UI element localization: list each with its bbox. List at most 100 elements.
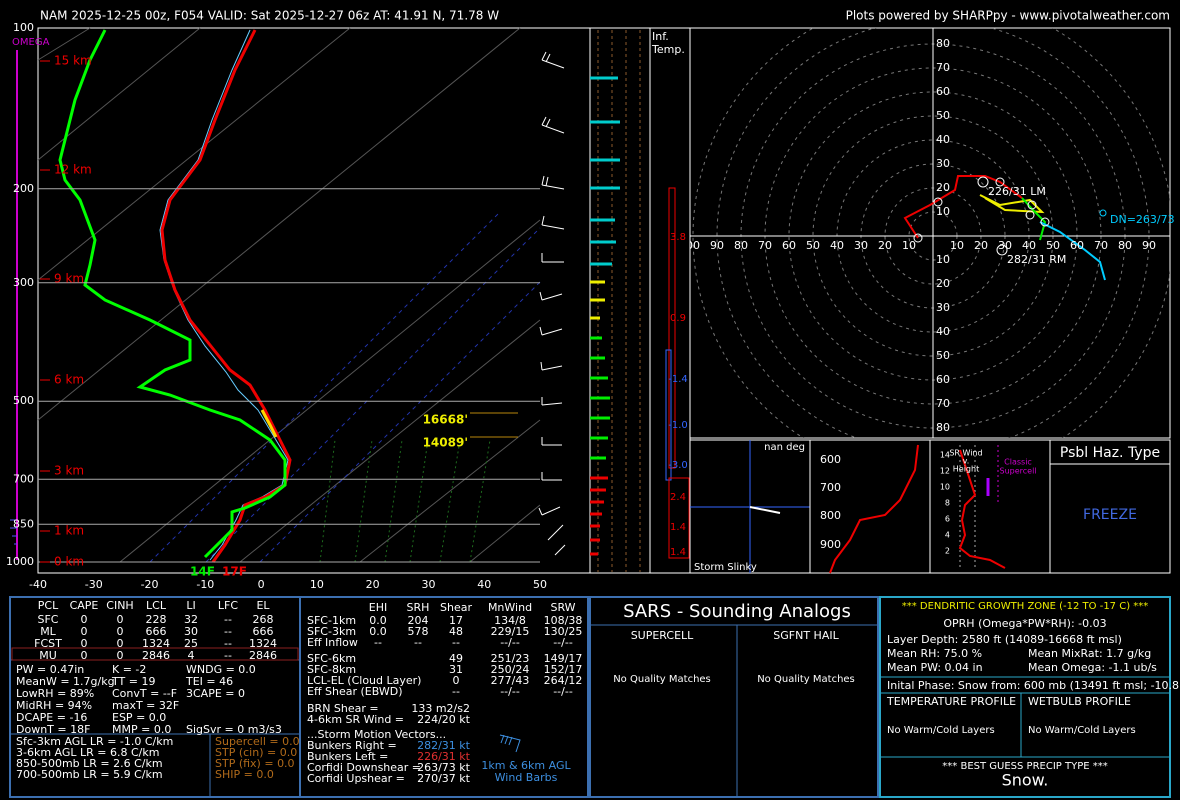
srwind-height: 2 <box>945 547 950 556</box>
temp-label: 0 <box>258 578 265 591</box>
hodo-ring-label: 70 <box>1094 239 1108 252</box>
parcel-cell: MU <box>39 649 57 662</box>
kin-cell: SFC-6km <box>307 652 356 665</box>
parcel-cell: 0 <box>81 625 88 638</box>
parcel-header: EL <box>256 599 270 612</box>
hodo-ring-label: 50 <box>936 109 950 122</box>
lapse-rate: Sfc-3km AGL LR = -1.0 C/km <box>16 735 173 748</box>
inferred-value: 3.8 <box>670 232 686 243</box>
kin-value: 224/20 kt <box>417 713 471 726</box>
parcel-header: PCL <box>38 599 59 612</box>
temp-label: -20 <box>141 578 159 591</box>
inferred-value: -1.4 <box>668 374 688 385</box>
hodo-ring-label: 70 <box>936 61 950 74</box>
hazard-value: FREEZE <box>1083 507 1137 523</box>
parcel-cell: 228 <box>146 613 167 626</box>
inferred-title: Temp. <box>651 43 685 56</box>
parcel-cell: 0 <box>81 649 88 662</box>
precip-result: No Warm/Cold Layers <box>1028 725 1136 736</box>
precip-header: WETBULB PROFILE <box>1028 695 1131 708</box>
inferred-value: -3.0 <box>668 460 688 471</box>
parcel-cell: ML <box>40 625 56 638</box>
dgz-line: Mean Omega: -1.1 ub/s <box>1028 661 1157 674</box>
hodograph-trace-0-1km <box>903 175 1023 239</box>
index: DCAPE = -16 <box>16 711 87 724</box>
kin-cell: SFC-1km <box>307 614 356 627</box>
parcel-cell: -- <box>224 649 232 662</box>
hodo-ring-label: 50 <box>806 239 820 252</box>
index: PW = 0.47in <box>16 663 84 676</box>
kin-label: 4-6km SR Wind = <box>307 713 404 726</box>
kin-cell: 108/38 <box>544 614 583 627</box>
slinky-level: 700 <box>820 481 841 494</box>
sars-header: SGFNT HAIL <box>773 629 839 642</box>
srwind-title: SR Wind <box>949 449 982 458</box>
srwind-ref: Supercell <box>999 467 1036 476</box>
index: SigSvr = 0 m3/s3 <box>186 723 282 736</box>
kin-cell: 134/8 <box>494 614 526 627</box>
parcel-cell: 1324 <box>249 637 277 650</box>
height-label: 3 km <box>54 464 84 478</box>
precip-result: No Warm/Cold Layers <box>887 725 995 736</box>
parcel-cell: 2846 <box>142 649 170 662</box>
hodo-ring-label: 50 <box>1046 239 1060 252</box>
thetae-profile <box>829 444 919 574</box>
pressure-label: 700 <box>13 472 34 485</box>
index: WNDG = 0.0 <box>186 663 256 676</box>
hodograph-markers <box>913 176 1107 256</box>
kin-cell: -- <box>452 636 460 649</box>
temp-label: -10 <box>196 578 214 591</box>
height-label: 15 km <box>54 54 92 68</box>
temp-label: 50 <box>533 578 547 591</box>
parcel-cell: -- <box>224 625 232 638</box>
pressure-label: 500 <box>13 394 34 407</box>
srwind-profile <box>958 449 1006 569</box>
index: 3CAPE = 0 <box>186 687 245 700</box>
kin-cell: -- <box>374 636 382 649</box>
kin-cell: 578 <box>408 625 429 638</box>
kin-cell: 250/24 <box>491 663 530 676</box>
inferred-boxes <box>665 187 690 559</box>
height-label: 12 km <box>54 163 92 177</box>
kin-cell: --/-- <box>500 685 520 698</box>
lapse-rate: 850-500mb LR = 2.6 C/km <box>16 757 163 770</box>
index: ESP = 0.0 <box>112 711 166 724</box>
kin-cell: LCL-EL (Cloud Layer) <box>307 674 421 687</box>
omega-label: OMEGA <box>12 37 50 48</box>
hodo-ring-label: 20 <box>936 181 950 194</box>
parcel-cell: 0 <box>117 625 124 638</box>
hodo-rm: 282/31 RM <box>1007 253 1066 266</box>
dgz-top: 16668' <box>423 413 468 427</box>
slinky-vector <box>749 506 781 514</box>
hodo-ring-label: 10 <box>902 239 916 252</box>
hodo-ring-label: 70 <box>758 239 772 252</box>
parcel-cell: 4 <box>188 649 195 662</box>
height-label: 0 km <box>54 555 84 569</box>
temp-label: 20 <box>366 578 380 591</box>
kin-cell: Eff Shear (EBWD) <box>307 685 403 698</box>
severe-index: STP (fix) = 0.0 <box>215 757 295 770</box>
header-title: NAM 2025-12-25 00z, F054 VALID: Sat 2025… <box>40 9 499 23</box>
motion-label: Corfidi Downshear = <box>307 761 421 774</box>
slinky-level: 600 <box>820 453 841 466</box>
sfc-temp: 17F <box>222 565 247 579</box>
hazard-title: Psbl Haz. Type <box>1060 445 1160 461</box>
index: TEI = 46 <box>185 675 233 688</box>
srwind-height: 12 <box>940 467 950 476</box>
barb-icon <box>499 734 521 753</box>
hodo-ring-label: 60 <box>782 239 796 252</box>
parcel-cell: 30 <box>184 625 198 638</box>
kinematic-panel <box>299 596 589 798</box>
srwind-title: Height <box>953 465 979 474</box>
slinky-level: 800 <box>820 509 841 522</box>
lapse-rate: 3-6km AGL LR = 6.8 C/km <box>16 746 159 759</box>
wind-barbs <box>538 51 566 556</box>
parcel-cell: -- <box>224 637 232 650</box>
kin-label: BRN Shear = <box>307 702 379 715</box>
index: MMP = 0.0 <box>112 723 171 736</box>
parcel-cell: FCST <box>34 637 62 650</box>
dewpoint-profile <box>58 29 287 559</box>
temperature-profile <box>160 29 292 563</box>
inferred-value: 2.4 <box>670 492 686 503</box>
